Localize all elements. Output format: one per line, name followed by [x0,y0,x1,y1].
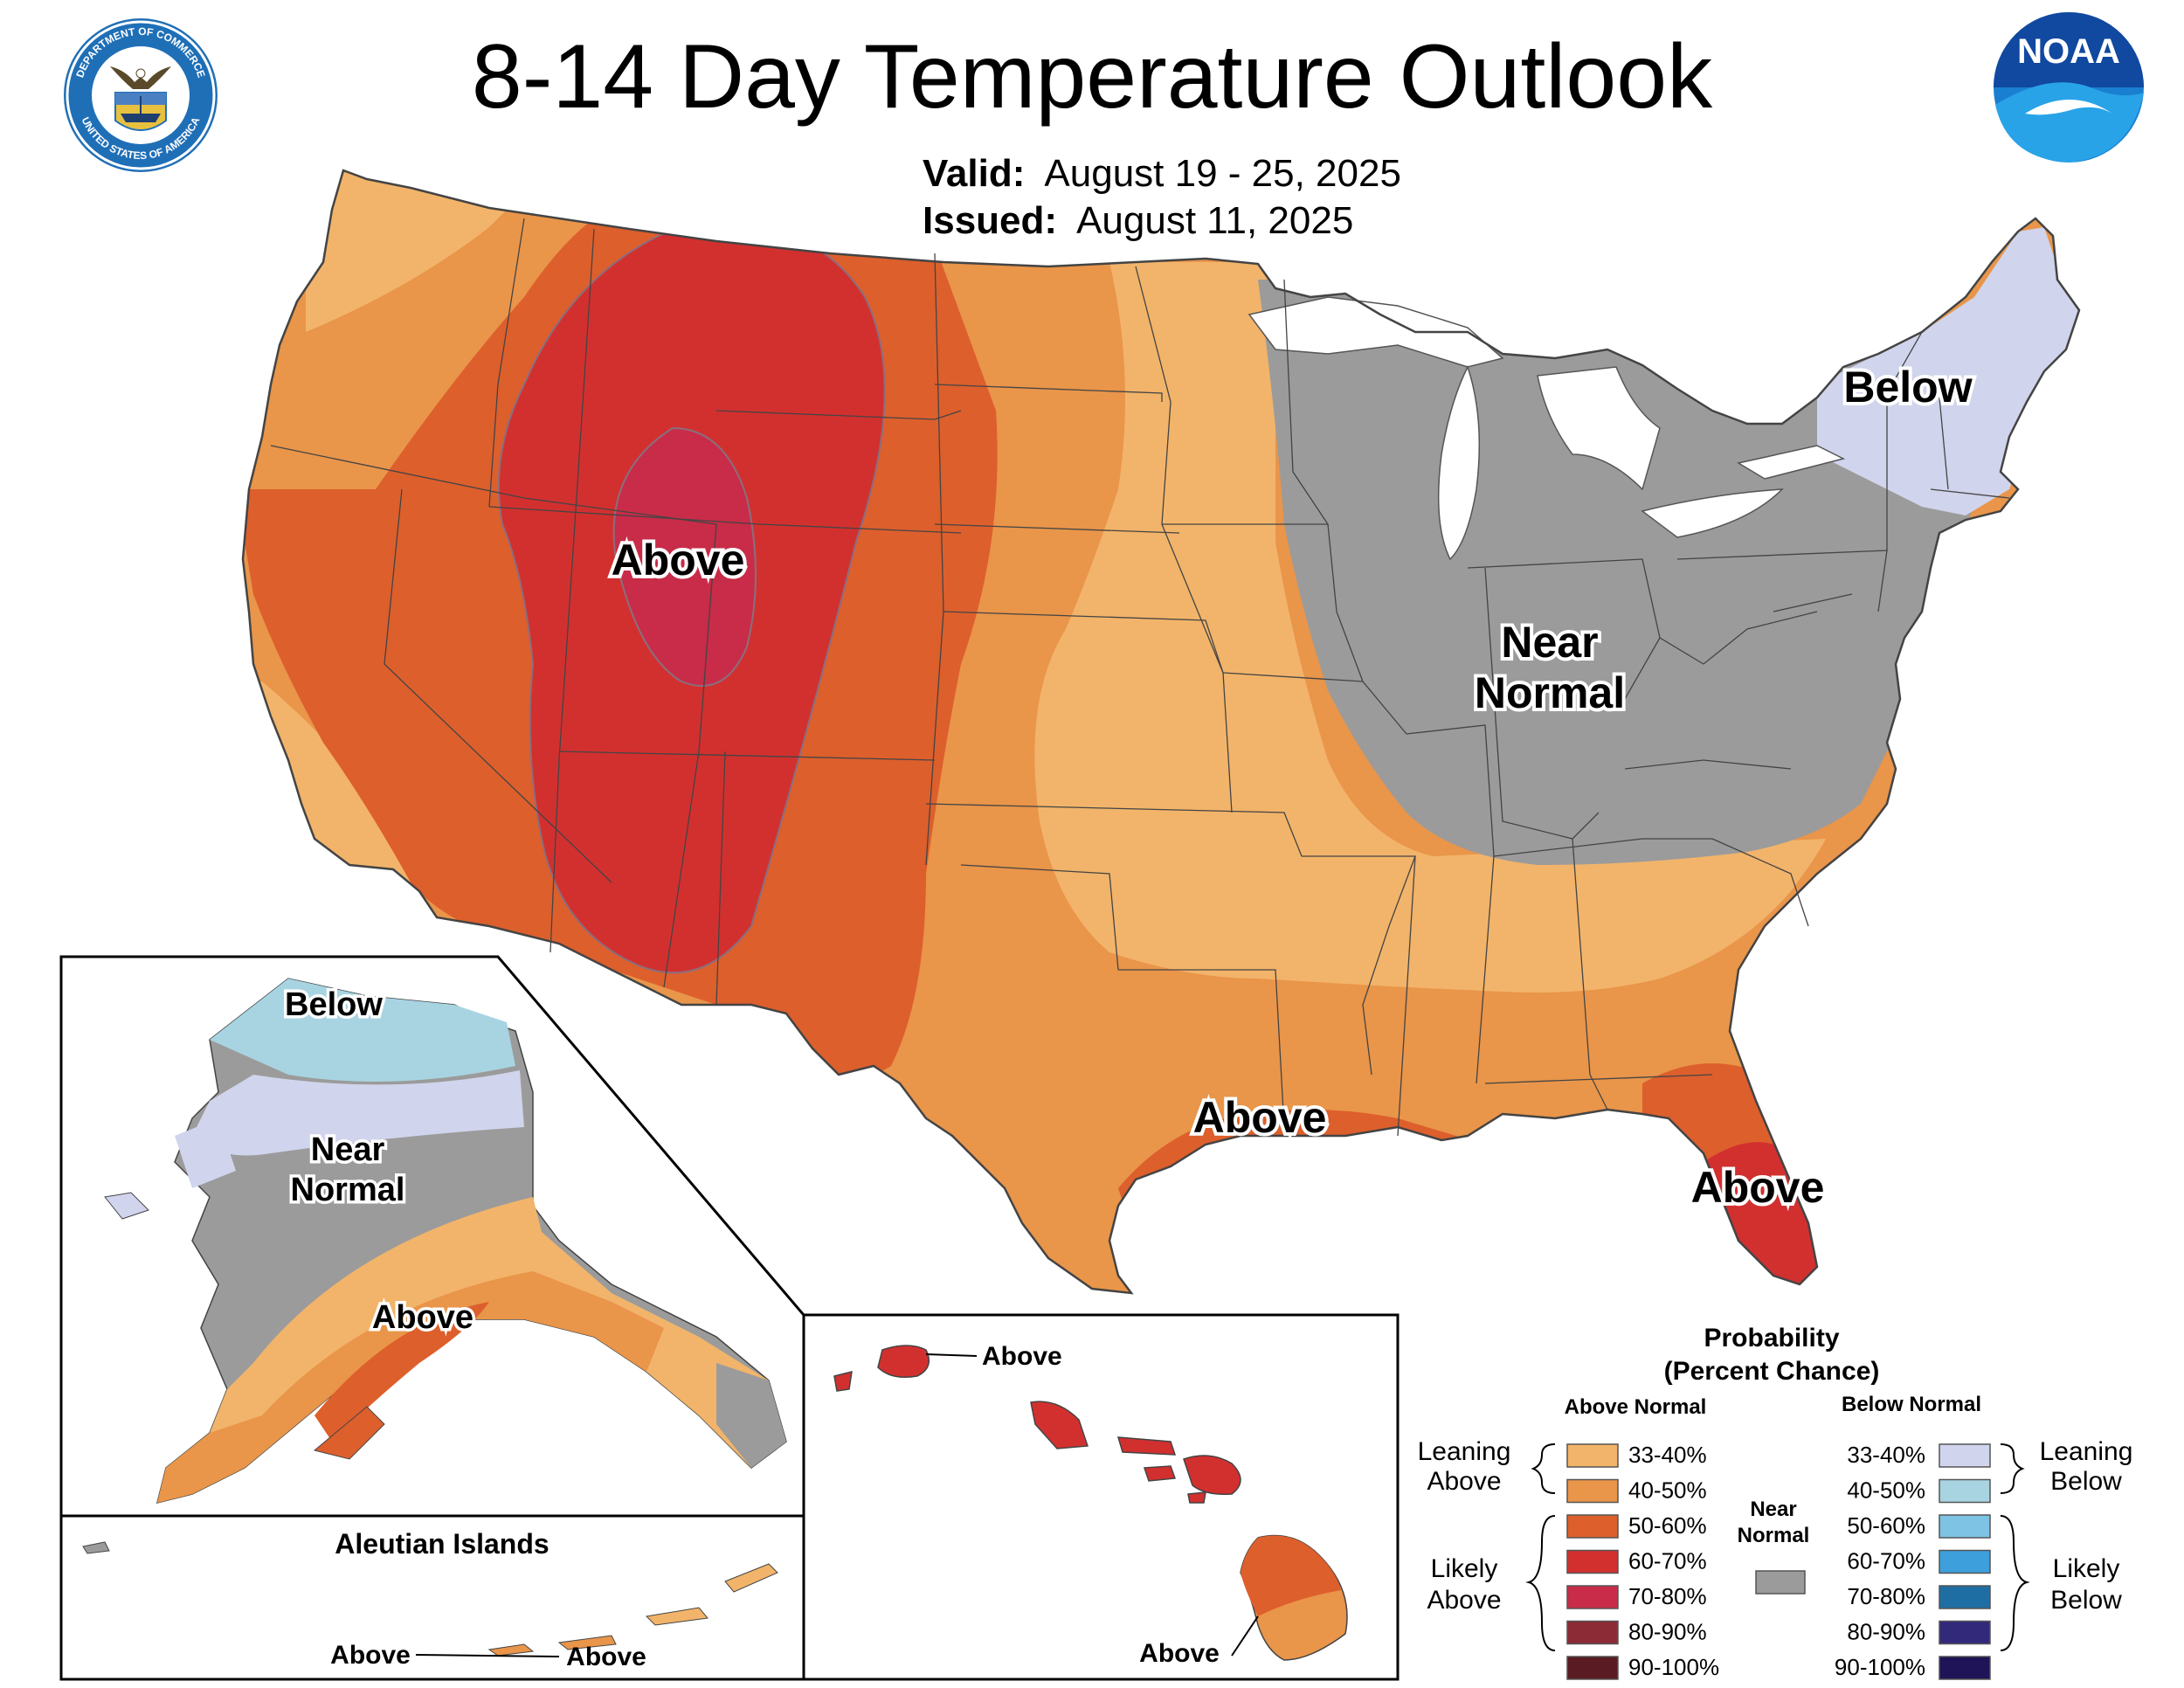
legend-below-bin-swatch [1939,1443,1991,1468]
legend-near-normal-line1: Near [1750,1498,1796,1521]
alaska-shading [104,978,787,1505]
legend-above-header: Above Normal [1565,1395,1707,1419]
legend-likely-above-line2: Above [1427,1586,1501,1615]
hawaii-label-above-south: Above [1139,1639,1220,1668]
great-lakes [1248,296,1846,561]
legend-above-bin-label: 60-70% [1628,1548,1707,1574]
state-boundaries [270,218,2010,1137]
alaska-label-near-line2: Normal [291,1172,405,1208]
legend-below-bin-label: 40-50% [1847,1477,1925,1504]
label-near-normal-line1: Near [1501,618,1598,667]
legend-below-bin-label: 70-80% [1847,1583,1925,1609]
aleutian-islands-shapes [82,1541,778,1657]
legend-above-bin-label: 50-60% [1628,1512,1707,1539]
legend-brace-leaning-below [2000,1443,2025,1494]
legend-above-bin-label: 40-50% [1628,1477,1707,1504]
legend-below-bin-swatch [1939,1478,1991,1504]
conus-outline [241,169,2081,1295]
hawaii-leader-line-north [925,1353,978,1357]
legend-above-bin-label: 33-40% [1628,1442,1707,1468]
valid-dates: Valid: August 19 - 25, 2025 [923,150,1401,197]
legend-leaning-above-line2: Above [1427,1467,1501,1496]
issued-label: Issued: [923,199,1058,242]
alaska-label-above: Above [372,1299,473,1336]
legend-above-bin-label: 80-90% [1628,1619,1707,1645]
legend-above-bin-swatch [1566,1478,1619,1504]
noaa-logo-text: NOAA [2017,32,2120,71]
legend-above-bin-label: 90-100% [1628,1654,1719,1680]
aleutian-leader-line [415,1654,560,1657]
legend-above-bin-swatch [1566,1514,1619,1539]
legend-above-bin-swatch [1566,1620,1619,1645]
aleutian-label-above-west: Above [330,1641,411,1670]
label-west-above: Above [612,536,745,585]
legend-above-bin-swatch [1566,1585,1619,1609]
page-title: 8-14 Day Temperature Outlook [471,26,1713,128]
legend-leaning-below-line1: Leaning [2040,1437,2133,1466]
legend-above-swatches: 33-40% 40-50% 50-60% 60-70% 70-80% 80-90% 90-1… [1566,1442,1719,1680]
valid-label: Valid: [923,152,1026,195]
legend-near-normal-line2: Normal [1738,1524,1810,1547]
aleutian-title: Aleutian Islands [335,1528,549,1560]
commerce-seal-logo: DEPARTMENT OF COMMERCE UNITED STATES OF … [64,18,218,172]
legend-below-swatches: 33-40% 40-50% 50-60% 60-70% 70-80% 80-90% 90-1… [1835,1442,1991,1680]
legend-below-bin-swatch [1939,1620,1991,1645]
legend-above-bin-swatch [1566,1443,1619,1468]
legend-leaning-below-line2: Below [2050,1467,2122,1496]
issued-date: Issued: August 11, 2025 [923,197,1353,245]
issued-value: August 11, 2025 [1076,199,1354,242]
probability-legend: Probability (Percent Chance) Above Norma… [1418,1324,2133,1680]
alaska-label-below: Below [285,986,383,1023]
alaska-label-near-line1: Near [311,1131,385,1168]
legend-brace-leaning-above [1531,1443,1556,1494]
legend-above-bin-label: 70-80% [1628,1583,1707,1609]
legend-likely-above-line1: Likely [1431,1554,1498,1583]
label-florida-above: Above [1691,1163,1825,1212]
legend-below-bin-label: 50-60% [1847,1512,1925,1539]
valid-value: August 19 - 25, 2025 [1044,152,1401,195]
noaa-logo: NOAA [1994,12,2144,163]
legend-above-bin-swatch [1566,1656,1619,1680]
legend-below-bin-swatch [1939,1549,1991,1574]
hawaii-label-above-north: Above [982,1342,1062,1371]
legend-title-line1: Probability [1704,1324,1839,1352]
legend-brace-likely-above [1525,1515,1556,1651]
legend-near-normal-swatch [1755,1570,1806,1595]
legend-below-bin-swatch [1939,1656,1991,1680]
label-near-normal-line2: Normal [1475,668,1625,717]
legend-above-bin-swatch [1566,1549,1619,1574]
legend-leaning-above-line1: Leaning [1418,1437,1511,1466]
legend-below-bin-label: 90-100% [1835,1654,1925,1680]
legend-below-bin-label: 60-70% [1847,1548,1925,1574]
label-northeast-below: Below [1843,363,1972,412]
legend-below-bin-label: 80-90% [1847,1619,1925,1645]
legend-brace-likely-below [2000,1515,2030,1651]
hawaii-islands-shapes [833,1345,1348,1661]
legend-below-header: Below Normal [1842,1393,1981,1416]
aleutian-label-above-east: Above [566,1643,646,1671]
label-gulf-above: Above [1193,1093,1327,1142]
legend-below-bin-swatch [1939,1514,1991,1539]
legend-below-bin-label: 33-40% [1847,1442,1925,1468]
legend-likely-below-line1: Likely [2053,1554,2120,1583]
hawaii-leader-line-south [1231,1615,1259,1657]
legend-title-line2: (Percent Chance) [1664,1357,1880,1386]
legend-below-bin-swatch [1939,1585,1991,1609]
legend-likely-below-line2: Below [2050,1586,2122,1615]
